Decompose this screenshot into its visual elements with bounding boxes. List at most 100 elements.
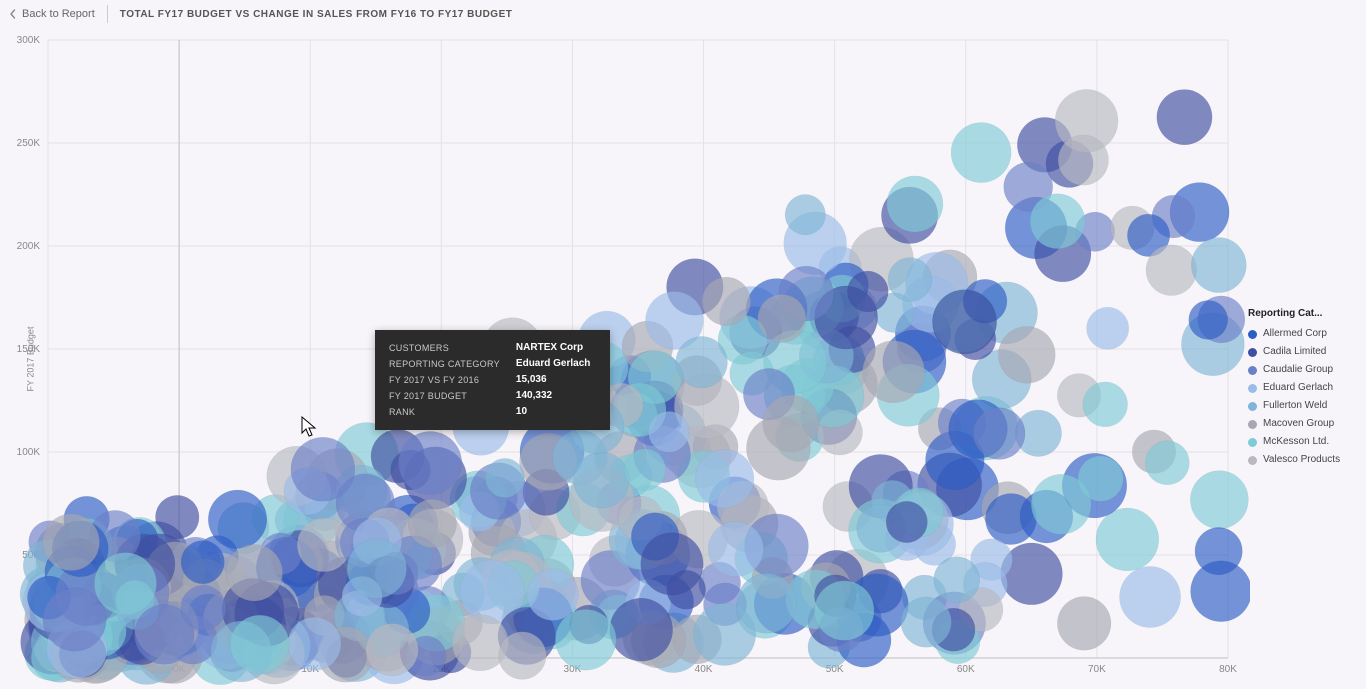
bubble[interactable]	[408, 499, 456, 547]
legend-item[interactable]: Macoven Group	[1248, 417, 1352, 431]
legend-label: Macoven Group	[1263, 417, 1334, 431]
bubble[interactable]	[1190, 471, 1248, 529]
tooltip-label: FY 2017 VS FY 2016	[389, 372, 479, 388]
legend-item[interactable]: McKesson Ltd.	[1248, 435, 1352, 449]
y-tick-label: 250K	[17, 138, 41, 149]
bubble[interactable]	[695, 449, 754, 508]
tooltip-value: Eduard Gerlach	[516, 356, 596, 372]
y-tick-label: 100K	[17, 447, 41, 458]
bubble[interactable]	[708, 521, 763, 576]
bubble[interactable]	[863, 341, 925, 403]
bubble[interactable]	[226, 544, 283, 601]
bubble[interactable]	[934, 557, 980, 603]
chart-title: TOTAL FY17 BUDGET VS CHANGE IN SALES FRO…	[120, 9, 513, 20]
tooltip-row: FY 2017 BUDGET140,332	[389, 388, 596, 404]
tooltip-row: REPORTING CATEGORY Eduard Gerlach	[389, 356, 596, 372]
bubble[interactable]	[399, 431, 462, 494]
bubble[interactable]	[932, 290, 996, 354]
legend: Reporting Cat... Allermed Corp Cadila Lim…	[1248, 308, 1352, 471]
legend-item[interactable]: Fullerton Weld	[1248, 399, 1352, 413]
bubble[interactable]	[181, 540, 224, 583]
bubble[interactable]	[573, 452, 629, 508]
legend-swatch-icon	[1248, 384, 1257, 393]
bubble[interactable]	[951, 122, 1011, 182]
bubble[interactable]	[230, 615, 289, 674]
legend-label: Eduard Gerlach	[1263, 381, 1333, 395]
bubble[interactable]	[973, 408, 1025, 460]
legend-item[interactable]: Caudalie Group	[1248, 363, 1352, 377]
bubble[interactable]	[499, 632, 547, 680]
legend-item[interactable]: Valesco Products	[1248, 453, 1352, 467]
bubble[interactable]	[624, 449, 666, 491]
bubble[interactable]	[1195, 527, 1242, 574]
bubble[interactable]	[1119, 566, 1180, 627]
bubble[interactable]	[527, 569, 579, 621]
bubble[interactable]	[485, 458, 524, 497]
bubble[interactable]	[43, 588, 106, 651]
bubble[interactable]	[1030, 194, 1085, 249]
bubble[interactable]	[43, 514, 100, 571]
legend-item[interactable]: Allermed Corp	[1248, 327, 1352, 341]
bubble[interactable]	[181, 585, 226, 630]
bubble[interactable]	[641, 533, 704, 596]
legend-label: Valesco Products	[1263, 453, 1340, 467]
bubble[interactable]	[758, 294, 806, 342]
y-tick-label: 150K	[17, 344, 41, 355]
bubble[interactable]	[737, 573, 797, 633]
legend-item[interactable]: Cadila Limited	[1248, 345, 1352, 359]
bubble[interactable]	[648, 411, 689, 452]
tooltip-label: RANK	[389, 404, 415, 420]
scatter-plot[interactable]: 0K50K100K150K200K250K300K-10K0K10K20K30K…	[0, 28, 1250, 688]
bubble[interactable]	[1083, 382, 1128, 427]
legend-title: Reporting Cat...	[1248, 308, 1352, 319]
bubble[interactable]	[763, 395, 820, 452]
bubble[interactable]	[555, 609, 616, 670]
bubble[interactable]	[815, 581, 875, 641]
bubble[interactable]	[1058, 135, 1108, 185]
y-tick-label: 300K	[17, 35, 41, 46]
bubble[interactable]	[847, 271, 888, 312]
bubble[interactable]	[998, 326, 1055, 383]
legend-swatch-icon	[1248, 438, 1257, 447]
topbar: Back to Report TOTAL FY17 BUDGET VS CHAN…	[0, 0, 1366, 28]
bubble[interactable]	[888, 258, 932, 302]
legend-label: Fullerton Weld	[1263, 399, 1327, 413]
x-tick-label: 80K	[1219, 664, 1237, 675]
bubble[interactable]	[702, 277, 750, 325]
bubble[interactable]	[1146, 245, 1197, 296]
x-tick-label: 40K	[695, 664, 713, 675]
bubble[interactable]	[288, 617, 341, 670]
tooltip-value: 15,036	[516, 372, 596, 388]
y-tick-label: 200K	[17, 241, 41, 252]
bubble[interactable]	[291, 437, 355, 501]
tooltip: CUSTOMERSNARTEX CorpREPORTING CATEGORYEd…	[375, 330, 610, 430]
legend-label: McKesson Ltd.	[1263, 435, 1329, 449]
bubble[interactable]	[886, 501, 927, 542]
bubble[interactable]	[1086, 307, 1128, 349]
legend-swatch-icon	[1248, 420, 1257, 429]
legend-item[interactable]: Eduard Gerlach	[1248, 381, 1352, 395]
legend-swatch-icon	[1248, 330, 1257, 339]
tooltip-row: RANK10	[389, 404, 596, 420]
back-to-report-button[interactable]: Back to Report	[8, 5, 108, 23]
bubble[interactable]	[366, 623, 418, 675]
bubble[interactable]	[1189, 300, 1228, 339]
bubble[interactable]	[1078, 456, 1123, 501]
bubble[interactable]	[887, 176, 943, 232]
bubble[interactable]	[785, 194, 826, 235]
bubble[interactable]	[1157, 89, 1212, 144]
bubble[interactable]	[610, 598, 673, 661]
tooltip-value: 140,332	[516, 388, 596, 404]
bubble[interactable]	[1191, 237, 1246, 292]
bubble[interactable]	[347, 539, 406, 598]
bubble[interactable]	[676, 336, 728, 388]
legend-swatch-icon	[1248, 456, 1257, 465]
bubble[interactable]	[1057, 597, 1111, 651]
chevron-left-icon	[8, 9, 18, 19]
bubble[interactable]	[208, 490, 267, 549]
bubble[interactable]	[901, 597, 951, 647]
tooltip-label: REPORTING CATEGORY	[389, 356, 500, 372]
bubble[interactable]	[1145, 441, 1189, 485]
bubble[interactable]	[1096, 508, 1159, 571]
bubble[interactable]	[94, 553, 156, 615]
